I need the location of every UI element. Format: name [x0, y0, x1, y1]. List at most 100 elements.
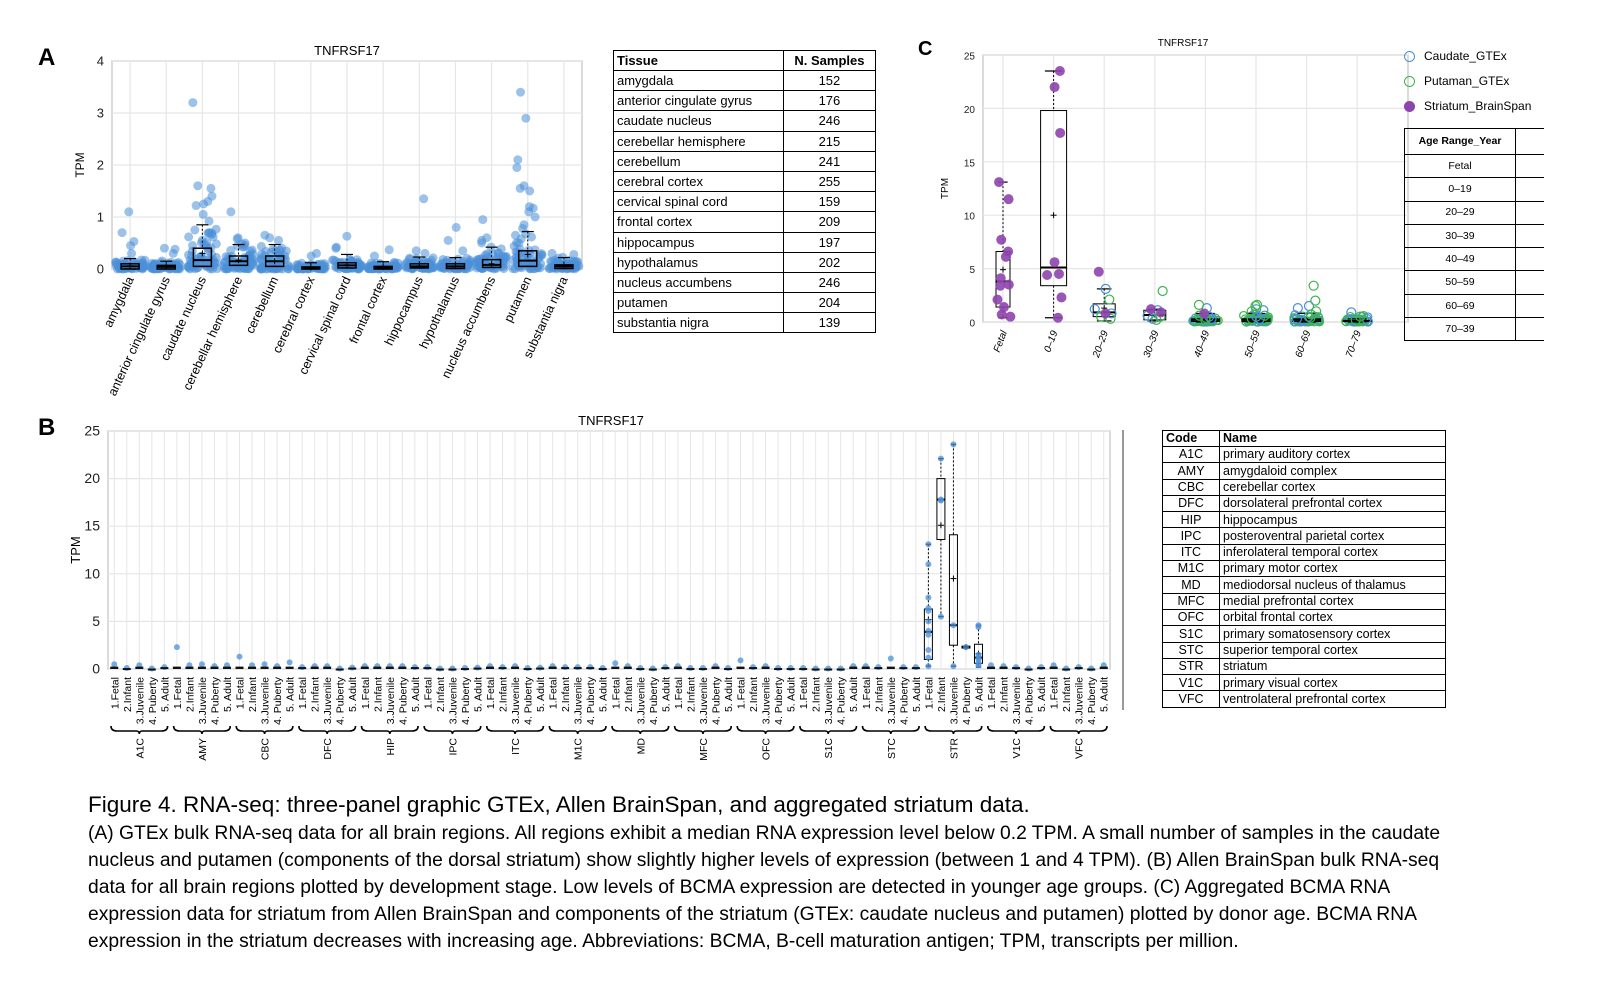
data-point — [1246, 313, 1257, 324]
box — [1074, 667, 1083, 670]
x-tick-label: 40–49 — [1192, 329, 1212, 359]
data-point — [1054, 66, 1065, 77]
group-label: MFC — [698, 738, 710, 761]
age-range-cell: 30–39 — [1404, 223, 1516, 249]
data-point — [236, 653, 243, 660]
data-point — [516, 87, 526, 97]
code-cell: MFC — [1162, 592, 1220, 610]
box — [774, 668, 783, 671]
data-point — [1005, 311, 1016, 322]
x-tick-label: 2.Infant — [560, 677, 572, 712]
data-point — [168, 248, 178, 258]
x-tick-label: 3.Juvenile — [823, 677, 835, 724]
x-tick-label: 2.Infant — [873, 677, 885, 712]
group-brace — [172, 725, 232, 735]
caption-line: data for all brain regions plotted by de… — [88, 877, 1391, 898]
table-row: S1C primary somatosensory cortex — [1162, 625, 1446, 643]
data-point — [384, 245, 394, 255]
x-tick-label: 2.Infant — [936, 677, 948, 712]
x-tick-label: 5. Adult — [347, 677, 359, 712]
x-tick-label: 1.Fetal — [1049, 677, 1061, 709]
box — [536, 667, 545, 670]
tissue-cell: hypothalamus — [613, 251, 784, 273]
chart-title: TNFRSF17 — [1158, 38, 1209, 49]
group-label: OFC — [761, 738, 773, 761]
data-point — [199, 199, 209, 209]
box — [1087, 668, 1096, 671]
table-row: MFC medial prefrontal cortex — [1162, 592, 1446, 610]
table-row: 40–49 — [1404, 247, 1544, 272]
y-axis-label: TPM — [68, 536, 83, 563]
box — [460, 668, 469, 671]
data-point — [512, 163, 522, 173]
data-point — [297, 258, 307, 268]
data-point — [126, 241, 136, 251]
x-tick-label: 5. Adult — [285, 677, 297, 712]
data-point — [261, 246, 271, 256]
data-point — [925, 646, 932, 653]
table-row: hippocampus 197 — [613, 231, 877, 253]
group-brace — [861, 725, 920, 735]
age-range-cell: 0–19 — [1404, 177, 1516, 202]
data-point — [193, 181, 203, 191]
data-point — [937, 455, 944, 462]
x-tick-label: 4. Puberty — [773, 676, 785, 725]
table-row: Fetal — [1404, 153, 1544, 179]
box — [410, 667, 419, 670]
data-point — [995, 280, 1006, 291]
box — [147, 668, 156, 671]
x-tick-label: 4. Puberty — [961, 676, 973, 725]
box — [736, 666, 745, 669]
group-brace — [736, 725, 795, 735]
x-tick-label: 4. Puberty — [335, 676, 347, 725]
table-row: nucleus accumbens 246 — [613, 271, 877, 294]
box — [298, 667, 307, 670]
group-brace — [360, 725, 419, 735]
data-point — [411, 254, 421, 264]
age-range-cell: 20–29 — [1404, 200, 1516, 225]
data-point — [206, 183, 216, 193]
x-tick-label: 4. Puberty — [710, 676, 722, 725]
data-point — [261, 661, 268, 668]
group-label: CBC — [260, 738, 272, 761]
tissue-cell: putamen — [613, 292, 784, 314]
group-brace — [799, 725, 858, 735]
group-brace — [611, 725, 670, 735]
data-point — [513, 155, 523, 165]
table-row: MD mediodorsal nucleus of thalamus — [1162, 576, 1446, 594]
box — [948, 534, 958, 646]
x-tick-label: 5. Adult — [472, 677, 484, 712]
caption-line: nucleus and putamen (components of the d… — [88, 850, 1440, 871]
data-point — [925, 607, 932, 614]
region-code-table: Code Name A1C primary auditory cortex AMY a… — [1162, 430, 1446, 708]
x-tick-label: 50–59 — [1243, 329, 1263, 359]
table-row: frontal cortex 209 — [613, 211, 877, 233]
y-tick-label: 15 — [964, 158, 976, 169]
code-cell: STC — [1162, 641, 1220, 659]
x-tick-label: 1.Fetal — [548, 677, 560, 709]
code-cell: V1C — [1162, 674, 1220, 692]
data-point — [402, 263, 412, 273]
x-tick-label: 20–29 — [1091, 329, 1111, 360]
x-tick-label: 1.Fetal — [172, 677, 184, 709]
data-point — [887, 655, 894, 662]
age-range-cell: Fetal — [1404, 153, 1516, 179]
group-brace — [548, 725, 607, 735]
box — [636, 668, 645, 671]
data-point — [196, 252, 206, 262]
box — [323, 666, 332, 669]
y-tick-label: 2 — [97, 158, 104, 173]
data-point — [232, 234, 242, 244]
box — [185, 666, 194, 669]
x-tick-label: 2.Infant — [372, 677, 384, 712]
x-tick-label: Fetal — [992, 329, 1010, 354]
x-tick-label: 4. Puberty — [836, 676, 848, 725]
data-point — [204, 216, 214, 226]
box — [761, 666, 770, 669]
box — [911, 667, 920, 670]
x-tick-label: 4. Puberty — [209, 676, 221, 725]
data-point — [975, 624, 982, 631]
box — [1040, 110, 1068, 287]
panel-c-chart: 0 5 10 15 20 25 TPM TNFRSF17 Fetal 0–19 20–29 30–39… — [940, 38, 1409, 360]
name-cell: primary somatosensory cortex — [1219, 625, 1446, 643]
